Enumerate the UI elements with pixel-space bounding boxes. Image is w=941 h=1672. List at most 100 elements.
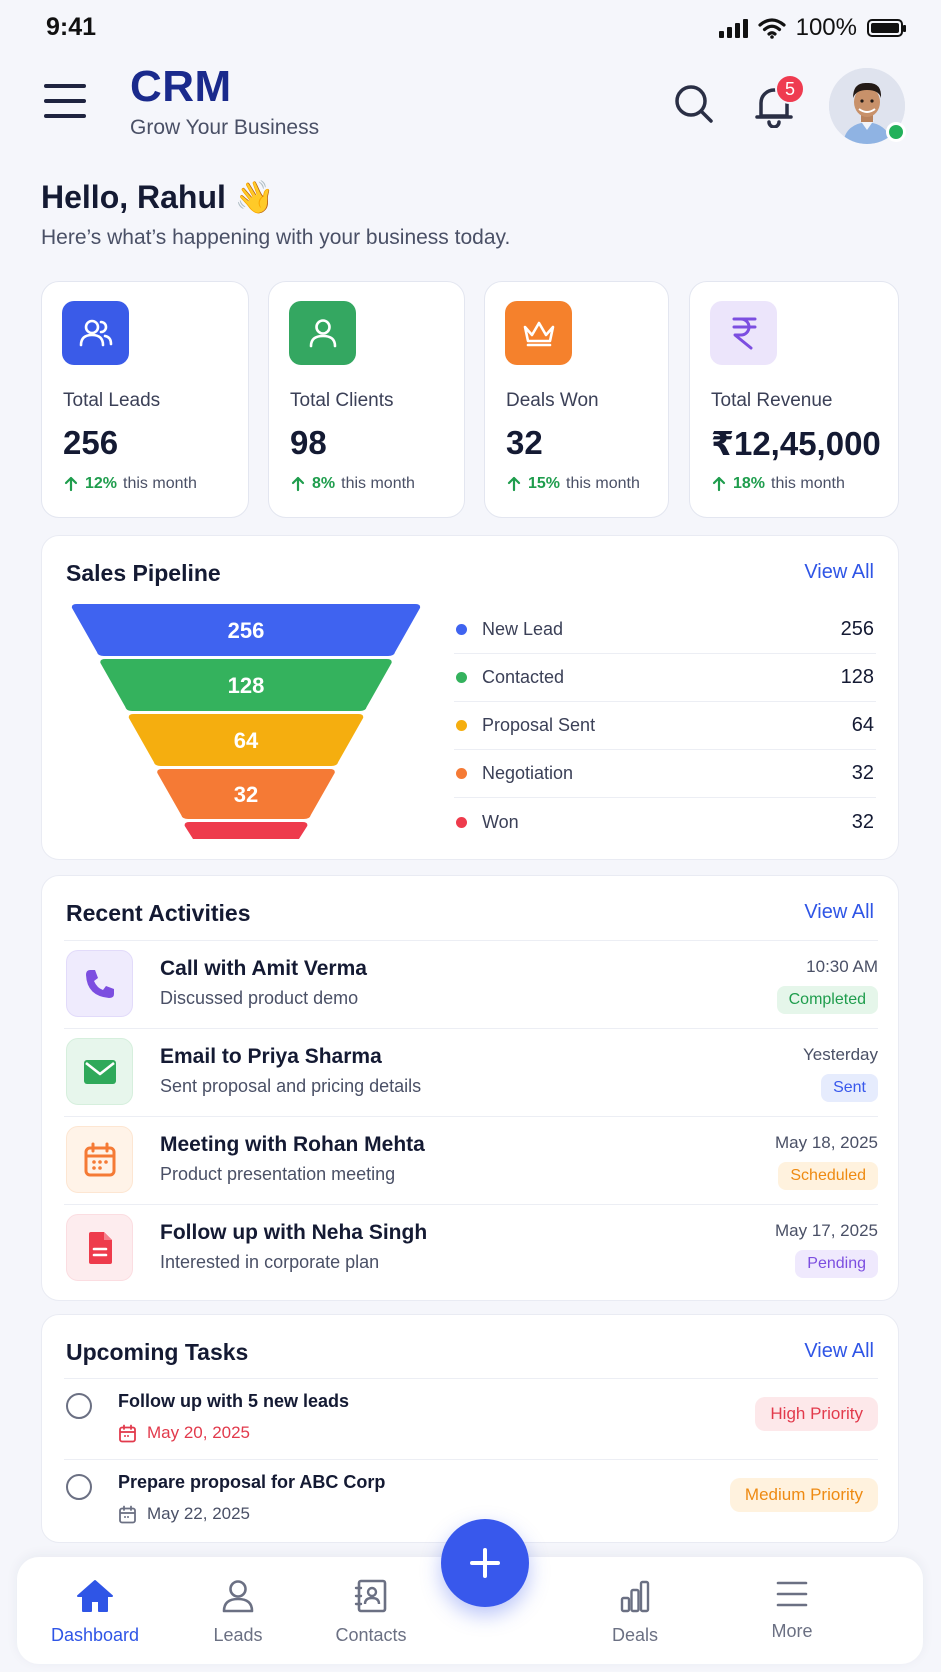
status-badge: Sent [821,1074,878,1102]
legend-label: Negotiation [482,763,574,783]
stat-change: 8% this month [290,475,415,493]
nav-item-deals[interactable]: Deals [580,1579,690,1646]
stat-change: 12% this month [63,475,197,493]
nav-item-more[interactable]: More [737,1579,847,1642]
status-time: 9:41 [46,13,97,41]
stat-change-percent: 18% [733,475,766,492]
stat-change-period: this month [123,475,197,492]
activity-item[interactable]: Follow up with Neha Singh Interested in … [64,1204,878,1292]
pipeline-legend: New Lead 256 Contacted 128 Proposal Sent… [454,606,876,846]
legend-value: 64 [851,714,874,736]
legend-dot [456,768,467,779]
stat-card-total-clients[interactable]: Total Clients 98 8% this month [268,281,465,518]
activity-time: 10:30 AM [806,957,878,976]
phone-icon [66,950,133,1017]
stat-label: Total Clients [290,390,394,411]
stat-card-total-revenue[interactable]: Total Revenue ₹12,45,000 18% this month [689,281,899,518]
app-title: CRM [130,62,232,111]
activity-time: May 18, 2025 [774,1133,878,1152]
recent-activities-title: Recent Activities [66,900,251,926]
add-button[interactable] [441,1519,529,1607]
rupee-icon [710,301,777,365]
stat-change-period: this month [566,475,640,492]
sales-funnel-chart: 256 128 64 32 [71,604,421,839]
task-checkbox[interactable] [66,1393,92,1419]
recent-activities-view-all-link[interactable]: View All [804,901,874,923]
notification-badge: 5 [775,74,805,104]
arrow-up-icon [64,476,78,492]
wifi-icon [758,18,786,39]
arrow-up-icon [507,476,521,492]
activity-item[interactable]: Meeting with Rohan Mehta Product present… [64,1116,878,1204]
task-date-text: May 20, 2025 [147,1423,251,1442]
activity-item[interactable]: Call with Amit Verma Discussed product d… [64,940,878,1028]
users-icon [62,301,129,365]
nav-item-contacts[interactable]: Contacts [316,1579,426,1646]
sales-pipeline-title: Sales Pipeline [66,560,221,586]
cellular-signal-icon [718,18,748,38]
stat-change-percent: 8% [312,475,336,492]
calendar-icon [66,1126,133,1193]
stat-card-total-leads[interactable]: Total Leads 256 12% this month [41,281,249,518]
status-bar: 9:41 100% [0,0,941,54]
bar-chart-icon [620,1580,650,1613]
stat-change: 15% this month [506,475,640,493]
legend-dot [456,672,467,683]
legend-label: Contacted [482,667,565,687]
menu-icon [776,1581,808,1607]
activity-description: Sent proposal and pricing details [160,1076,422,1096]
nav-item-leads[interactable]: Leads [183,1579,293,1646]
legend-value: 32 [851,762,874,784]
legend-dot [456,720,467,731]
funnel-value-label: 32 [234,782,258,807]
status-icons: 100% [718,14,906,42]
calendar-icon [119,1424,136,1442]
user-icon [222,1580,254,1613]
funnel-segment-new-lead [71,604,421,656]
search-icon [675,85,713,123]
legend-row-negotiation: Negotiation 32 [454,750,876,798]
stat-label: Total Revenue [711,390,833,411]
arrow-up-icon [291,476,305,492]
status-badge: Scheduled [778,1162,878,1190]
activity-title: Meeting with Rohan Mehta [160,1133,425,1156]
sales-pipeline-view-all-link[interactable]: View All [804,561,874,583]
funnel-segment-proposal-sent [128,714,364,766]
stat-card-deals-won[interactable]: Deals Won 32 15% this month [484,281,669,518]
task-due-date: May 22, 2025 [118,1504,250,1524]
stat-change-period: this month [341,475,415,492]
legend-dot [456,816,467,828]
activity-description: Interested in corporate plan [160,1252,380,1272]
plus-icon [470,1548,500,1578]
nav-item-dashboard[interactable]: Dashboard [40,1579,150,1646]
crown-icon [505,301,572,365]
upcoming-tasks-view-all-link[interactable]: View All [804,1340,874,1362]
task-checkbox[interactable] [66,1474,92,1500]
task-item[interactable]: Follow up with 5 new leads May 20, 2025 … [64,1378,878,1458]
online-status-indicator [886,122,906,142]
recent-activities-card: Recent Activities View All Call with Ami… [41,875,899,1301]
stat-change-period: this month [771,475,845,492]
priority-badge: Medium Priority [729,1478,878,1512]
stat-label: Total Leads [63,390,161,411]
legend-row-proposal-sent: Proposal Sent 64 [454,702,876,750]
stat-change-percent: 12% [85,475,118,492]
greeting-title: Hello, Rahul 👋 [41,179,275,215]
app-subtitle: Grow Your Business [130,116,320,139]
stat-change: 18% this month [711,475,845,493]
legend-value: 256 [840,618,874,640]
funnel-value-label: 64 [234,728,259,753]
activity-description: Product presentation meeting [160,1164,396,1184]
activity-title: Follow up with Neha Singh [160,1221,428,1244]
activity-title: Email to Priya Sharma [160,1045,382,1068]
search-button[interactable] [672,82,716,126]
menu-button[interactable] [44,84,86,118]
legend-row-contacted: Contacted 128 [454,654,876,702]
sales-pipeline-card: Sales Pipeline View All 256 128 64 32 New L… [41,535,899,860]
calendar-icon [119,1505,136,1523]
legend-label: New Lead [482,619,564,639]
stat-value: ₹12,45,000 [711,425,881,462]
task-item[interactable]: Prepare proposal for ABC Corp May 22, 20… [64,1459,878,1539]
status-badge: Pending [795,1250,878,1278]
activity-item[interactable]: Email to Priya Sharma Sent proposal and … [64,1028,878,1116]
